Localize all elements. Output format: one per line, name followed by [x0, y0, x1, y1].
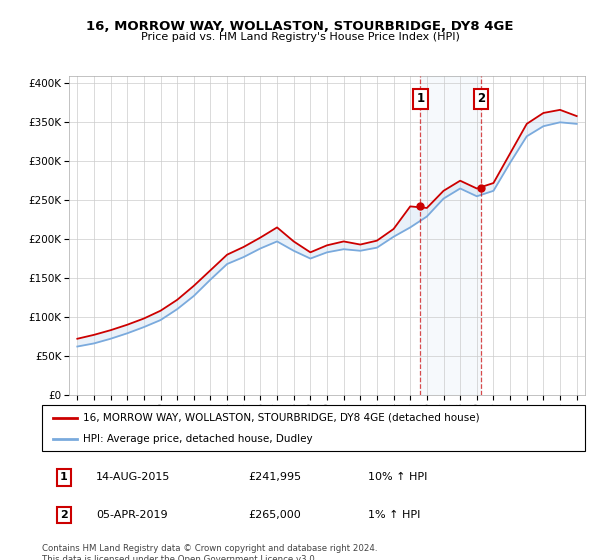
Text: 1% ↑ HPI: 1% ↑ HPI [368, 510, 420, 520]
Text: 14-AUG-2015: 14-AUG-2015 [97, 473, 170, 482]
Text: 1: 1 [416, 92, 425, 105]
Text: Contains HM Land Registry data © Crown copyright and database right 2024.
This d: Contains HM Land Registry data © Crown c… [42, 544, 377, 560]
Text: Price paid vs. HM Land Registry's House Price Index (HPI): Price paid vs. HM Land Registry's House … [140, 32, 460, 42]
Text: 2: 2 [477, 92, 485, 105]
Text: 16, MORROW WAY, WOLLASTON, STOURBRIDGE, DY8 4GE (detached house): 16, MORROW WAY, WOLLASTON, STOURBRIDGE, … [83, 413, 479, 423]
Text: 2: 2 [60, 510, 68, 520]
Text: £265,000: £265,000 [248, 510, 301, 520]
Text: 05-APR-2019: 05-APR-2019 [97, 510, 168, 520]
Text: £241,995: £241,995 [248, 473, 301, 482]
Text: 16, MORROW WAY, WOLLASTON, STOURBRIDGE, DY8 4GE: 16, MORROW WAY, WOLLASTON, STOURBRIDGE, … [86, 20, 514, 32]
Text: HPI: Average price, detached house, Dudley: HPI: Average price, detached house, Dudl… [83, 435, 313, 444]
Bar [421, 76, 481, 395]
Text: 10% ↑ HPI: 10% ↑ HPI [368, 473, 427, 482]
Text: 1: 1 [60, 473, 68, 482]
